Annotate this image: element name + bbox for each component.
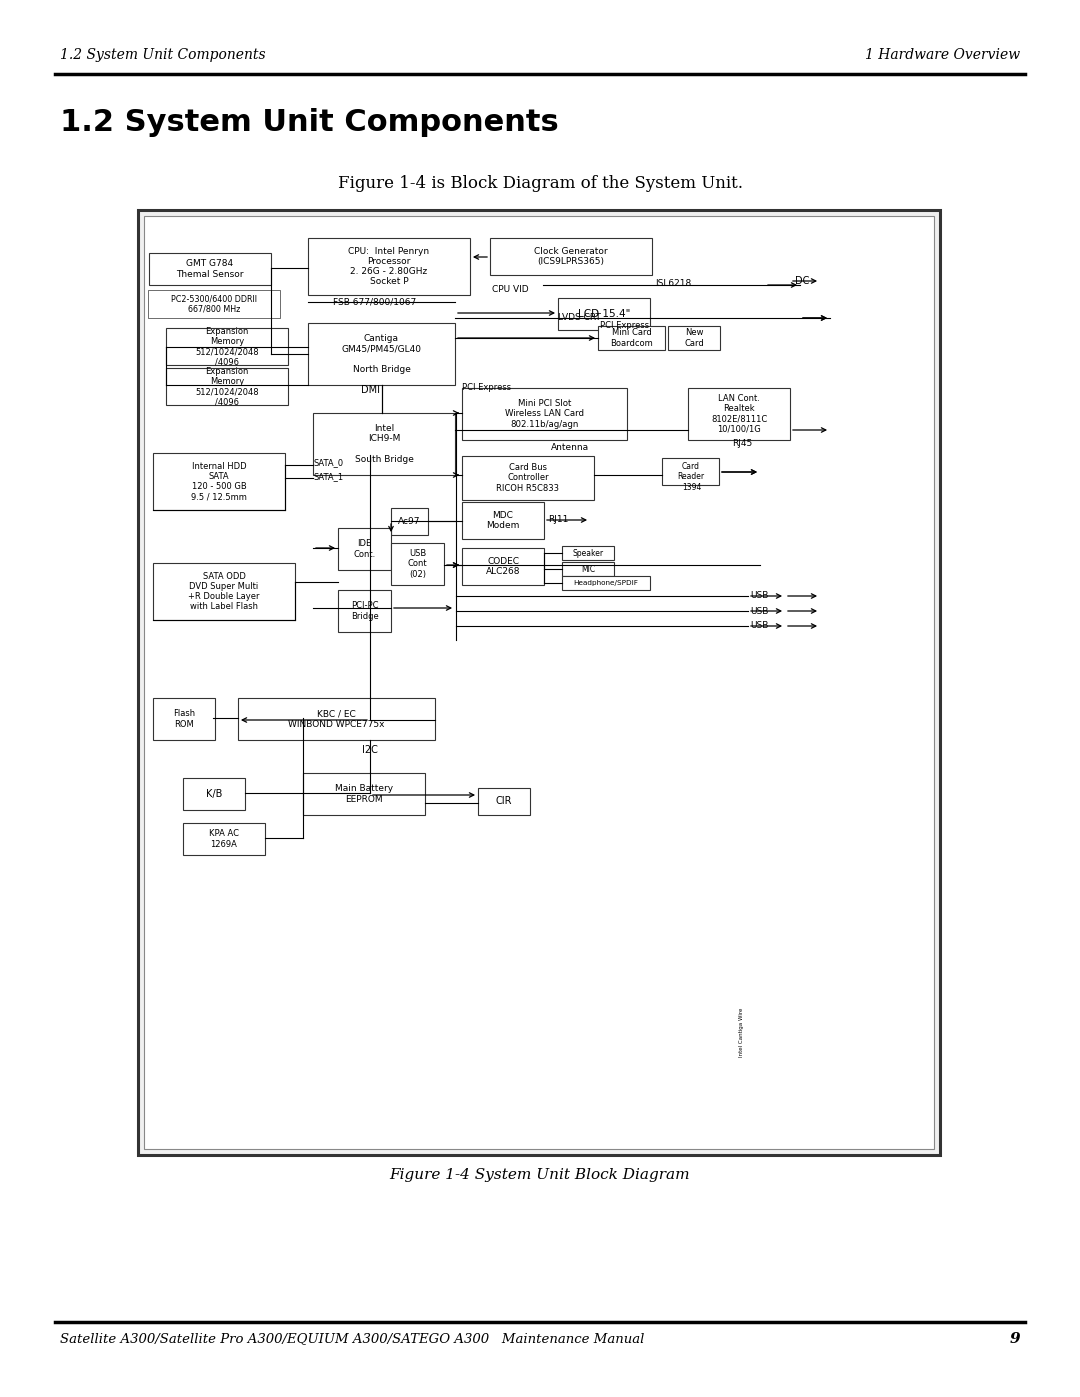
Bar — [138, 210, 940, 1155]
Text: Antenna: Antenna — [551, 443, 589, 453]
Text: Expansion
Memory
512/1024/2048
/4096: Expansion Memory 512/1024/2048 /4096 — [195, 327, 259, 366]
Text: MDC
Modem: MDC Modem — [486, 511, 519, 529]
Bar — [338, 590, 391, 631]
Bar — [308, 323, 455, 386]
Bar — [391, 509, 428, 535]
Bar — [490, 237, 652, 275]
Bar — [153, 453, 285, 510]
Text: LAN Cont.
Realtek
8102E/8111C
10/100/1G: LAN Cont. Realtek 8102E/8111C 10/100/1G — [711, 394, 767, 433]
Bar — [313, 414, 455, 475]
Bar — [183, 823, 265, 855]
Text: RJ45: RJ45 — [732, 439, 752, 447]
Bar — [166, 328, 288, 365]
Text: CIR: CIR — [496, 796, 512, 806]
Text: DMI: DMI — [361, 386, 379, 395]
Text: Expansion
Memory
512/1024/2048
/4096: Expansion Memory 512/1024/2048 /4096 — [195, 367, 259, 407]
Bar — [562, 576, 650, 590]
Text: PCI Express: PCI Express — [600, 320, 649, 330]
Text: K/B: K/B — [206, 789, 222, 799]
Text: RJ11: RJ11 — [548, 515, 568, 524]
Text: Mini PCI Slot
Wireless LAN Card
802.11b/ag/agn: Mini PCI Slot Wireless LAN Card 802.11b/… — [505, 400, 584, 429]
Text: KBC / EC
WINBOND WPCE775x: KBC / EC WINBOND WPCE775x — [288, 710, 384, 728]
Bar — [462, 388, 627, 440]
Text: Cantiga
GM45/PM45/GL40

North Bridge: Cantiga GM45/PM45/GL40 North Bridge — [341, 334, 421, 373]
Text: Main Battery
EEPROM: Main Battery EEPROM — [335, 785, 393, 803]
Bar — [669, 326, 720, 351]
Text: 1394: 1394 — [683, 482, 702, 492]
Text: Figure 1-4 is Block Diagram of the System Unit.: Figure 1-4 is Block Diagram of the Syste… — [337, 175, 743, 191]
Bar — [153, 563, 295, 620]
Text: Figure 1-4 System Unit Block Diagram: Figure 1-4 System Unit Block Diagram — [390, 1168, 690, 1182]
Bar — [303, 773, 426, 814]
Text: 9: 9 — [1010, 1331, 1020, 1345]
Text: Flash
ROM: Flash ROM — [173, 710, 195, 728]
Bar — [153, 698, 215, 740]
Text: USB: USB — [750, 622, 768, 630]
Bar — [238, 698, 435, 740]
Text: 1.2 System Unit Components: 1.2 System Unit Components — [60, 108, 558, 137]
Text: USB
Cont
(02): USB Cont (02) — [407, 549, 428, 578]
Bar — [338, 528, 391, 570]
Text: Speaker: Speaker — [572, 549, 604, 557]
Bar — [478, 788, 530, 814]
Text: Mini Card
Boardcom: Mini Card Boardcom — [610, 328, 653, 348]
Text: MIC: MIC — [581, 564, 595, 574]
Text: SATA_1: SATA_1 — [314, 472, 345, 482]
Text: CPU:  Intel Penryn
Processor
2. 26G - 2.80GHz
Socket P: CPU: Intel Penryn Processor 2. 26G - 2.8… — [349, 247, 430, 286]
Text: 1.2 System Unit Components: 1.2 System Unit Components — [60, 47, 266, 61]
Bar — [166, 367, 288, 405]
Text: SATA_0: SATA_0 — [314, 458, 345, 468]
Text: KPA AC
1269A: KPA AC 1269A — [210, 830, 239, 848]
Text: USB: USB — [750, 606, 768, 616]
Bar — [598, 326, 665, 351]
Text: PC2-5300/6400 DDRII
667/800 MHz: PC2-5300/6400 DDRII 667/800 MHz — [171, 295, 257, 313]
Text: Intel
ICH9-M

South Bridge: Intel ICH9-M South Bridge — [354, 425, 414, 464]
Text: New
Card: New Card — [684, 328, 704, 348]
Bar — [308, 237, 470, 295]
Text: Card
Reader: Card Reader — [677, 462, 704, 481]
Bar — [183, 778, 245, 810]
Bar — [558, 298, 650, 330]
Text: GMT G784
Themal Sensor: GMT G784 Themal Sensor — [176, 260, 244, 278]
Text: PCI-PC
Bridge: PCI-PC Bridge — [351, 602, 378, 620]
Bar — [149, 253, 271, 285]
Text: Satellite A300/Satellite Pro A300/EQUIUM A300/SATEGO A300   Maintenance Manual: Satellite A300/Satellite Pro A300/EQUIUM… — [60, 1331, 645, 1345]
Text: 1 Hardware Overview: 1 Hardware Overview — [865, 47, 1020, 61]
Bar — [562, 562, 615, 576]
Text: Internal HDD
SATA
120 - 500 GB
9.5 / 12.5mm: Internal HDD SATA 120 - 500 GB 9.5 / 12.… — [191, 462, 247, 502]
Bar — [462, 502, 544, 539]
Text: Card Bus
Controller
RICOH R5C833: Card Bus Controller RICOH R5C833 — [497, 464, 559, 493]
Text: LVDS CRT: LVDS CRT — [558, 313, 600, 323]
Bar — [462, 455, 594, 500]
Bar — [144, 217, 934, 1148]
Text: DC: DC — [795, 277, 809, 286]
Text: FSB 677/800/1067: FSB 677/800/1067 — [334, 298, 417, 306]
Bar — [688, 388, 789, 440]
Text: Ac97: Ac97 — [399, 517, 421, 527]
Bar — [462, 548, 544, 585]
Bar — [391, 543, 444, 585]
Text: USB: USB — [750, 591, 768, 601]
Text: Intel Cantiga Wire: Intel Cantiga Wire — [740, 1007, 744, 1056]
Bar — [662, 458, 719, 485]
Text: LCD 15.4": LCD 15.4" — [578, 309, 631, 319]
Text: Clock Generator
(ICS9LPRS365): Clock Generator (ICS9LPRS365) — [535, 247, 608, 265]
Text: CPU VID: CPU VID — [492, 285, 528, 295]
Text: SATA ODD
DVD Super Multi
+R Double Layer
with Label Flash: SATA ODD DVD Super Multi +R Double Layer… — [188, 571, 260, 610]
Text: PCI Express: PCI Express — [462, 383, 511, 391]
Text: ISL6218: ISL6218 — [654, 278, 691, 288]
Text: Headphone/SPDIF: Headphone/SPDIF — [573, 580, 638, 585]
Bar — [148, 291, 280, 319]
Text: IDE
Cont.: IDE Cont. — [353, 539, 376, 559]
Bar — [562, 546, 615, 560]
Text: I2C: I2C — [362, 745, 378, 754]
Text: CODEC
ALC268: CODEC ALC268 — [486, 557, 521, 576]
